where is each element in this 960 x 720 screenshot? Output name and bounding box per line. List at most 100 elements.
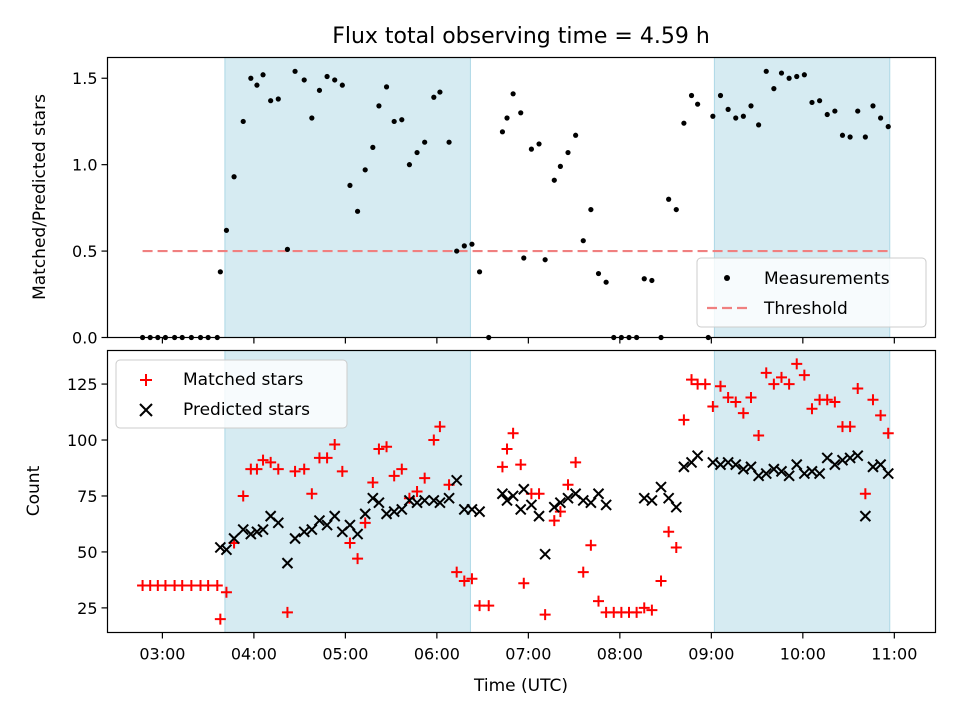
measurement-point-91: [832, 108, 838, 114]
legend-measurements-marker: [724, 275, 730, 281]
predicted-star-point-19: [359, 508, 371, 520]
measurement-point-19: [284, 246, 291, 252]
matched-star-point-39: [434, 421, 446, 433]
measurement-point-46: [499, 129, 506, 135]
matched-star-point-22: [306, 488, 318, 500]
matched-star-point-37: [419, 472, 431, 484]
matched-star-point-55: [554, 506, 566, 518]
matched-star-point-97: [875, 409, 887, 421]
predicted-star-point-27: [418, 494, 431, 507]
predicted-star-point-41: [533, 510, 545, 522]
matched-star-point-10: [214, 613, 226, 625]
matched-star-point-31: [373, 443, 385, 455]
matched-star-point-84: [775, 371, 787, 383]
top-legend: Measurements Threshold: [696, 257, 927, 328]
predicted-star-point-43: [548, 501, 560, 513]
bottom-y-ticks: 25 50 75 100 125: [67, 375, 108, 618]
measurement-point-11: [223, 227, 230, 233]
matched-stars-points: [137, 358, 894, 625]
measurement-point-47: [504, 115, 510, 121]
matched-star-point-76: [714, 380, 726, 392]
measurement-point-40: [446, 139, 452, 145]
measurement-point-12: [231, 174, 237, 180]
matched-star-point-49: [515, 459, 527, 471]
matched-star-point-66: [638, 602, 650, 614]
measurement-point-88: [809, 99, 815, 106]
measurement-point-49: [518, 110, 524, 116]
matched-star-point-13: [237, 490, 249, 502]
matched-star-point-91: [829, 396, 841, 408]
x-tick-label-0700: 07:00: [505, 645, 551, 664]
matched-star-point-18: [272, 463, 284, 475]
matched-star-point-42: [458, 575, 470, 587]
matched-star-point-9: [211, 580, 223, 591]
measurement-point-92: [839, 132, 846, 138]
measurement-point-82: [763, 68, 769, 74]
predicted-star-point-28: [428, 494, 440, 507]
measurement-point-26: [339, 82, 345, 88]
measurement-point-48: [510, 91, 516, 97]
matched-star-point-74: [699, 378, 711, 390]
matched-star-point-94: [852, 383, 864, 395]
y-tick-label-75: 75: [77, 487, 97, 506]
measurement-point-10: [217, 269, 223, 275]
matched-star-point-69: [663, 526, 675, 538]
predicted-star-point-52: [646, 494, 658, 507]
measurement-point-94: [855, 108, 861, 114]
predicted-star-point-15: [328, 510, 341, 522]
measurement-point-33: [391, 118, 397, 125]
bottom-y-axis-label: Count: [24, 465, 44, 516]
predicted-star-point-10: [289, 532, 301, 545]
matched-star-point-83: [768, 378, 780, 390]
matched-star-point-17: [265, 456, 277, 468]
measurement-point-81: [756, 122, 762, 128]
bottom-panel: 03:00 04:00 05:00 06:00 07:00 08:00 09:00 10:00…: [24, 349, 937, 696]
predicted-star-point-1: [220, 543, 233, 556]
matched-star-point-56: [562, 479, 574, 491]
predicted-star-point-73: [813, 467, 826, 480]
predicted-star-point-31: [450, 474, 463, 487]
matched-star-point-11: [220, 586, 232, 598]
measurement-point-23: [316, 87, 323, 93]
matched-star-point-16: [257, 454, 269, 466]
measurement-point-95: [862, 134, 868, 140]
x-tick-label-1000: 10:00: [780, 645, 826, 664]
matched-star-point-52: [533, 488, 545, 500]
matched-star-point-96: [867, 394, 879, 406]
legend-matched-label: Matched stars: [183, 370, 303, 390]
x-tick-label-0400: 04:00: [231, 645, 277, 664]
legend-predicted-marker: [139, 403, 153, 417]
measurement-point-17: [268, 98, 274, 104]
measurement-point-16: [260, 72, 266, 78]
measurement-point-59: [588, 206, 594, 213]
bottom-legend: Matched stars Predicted stars: [115, 359, 348, 429]
matched-star-point-80: [745, 392, 757, 403]
predicted-star-point-82: [882, 467, 894, 480]
predicted-star-point-75: [829, 458, 841, 471]
measurement-point-87: [801, 72, 807, 78]
predicted-star-point-62: [730, 458, 742, 471]
measurement-point-57: [573, 132, 579, 138]
matched-star-point-27: [344, 537, 356, 549]
measurement-point-53: [542, 257, 548, 263]
measurement-point-15: [254, 82, 260, 88]
matched-star-point-46: [496, 461, 508, 473]
measurement-point-28: [354, 208, 361, 214]
measurement-point-69: [666, 196, 672, 202]
measurement-point-30: [370, 144, 376, 150]
measurement-point-77: [725, 106, 731, 112]
measurement-point-14: [248, 75, 254, 81]
measurement-point-20: [292, 68, 298, 74]
measurement-point-41: [454, 248, 460, 254]
matched-star-point-60: [593, 595, 605, 607]
matched-star-point-34: [396, 463, 408, 475]
predicted-star-point-78: [852, 449, 864, 462]
measurement-point-29: [362, 167, 368, 173]
predicted-star-point-2: [228, 532, 240, 545]
top-x-ticks: [161, 337, 895, 344]
measurement-point-55: [557, 163, 563, 169]
measurement-point-34: [399, 117, 405, 123]
measurement-point-25: [332, 77, 338, 83]
matched-star-point-85: [783, 378, 795, 390]
measurement-point-80: [748, 103, 754, 109]
